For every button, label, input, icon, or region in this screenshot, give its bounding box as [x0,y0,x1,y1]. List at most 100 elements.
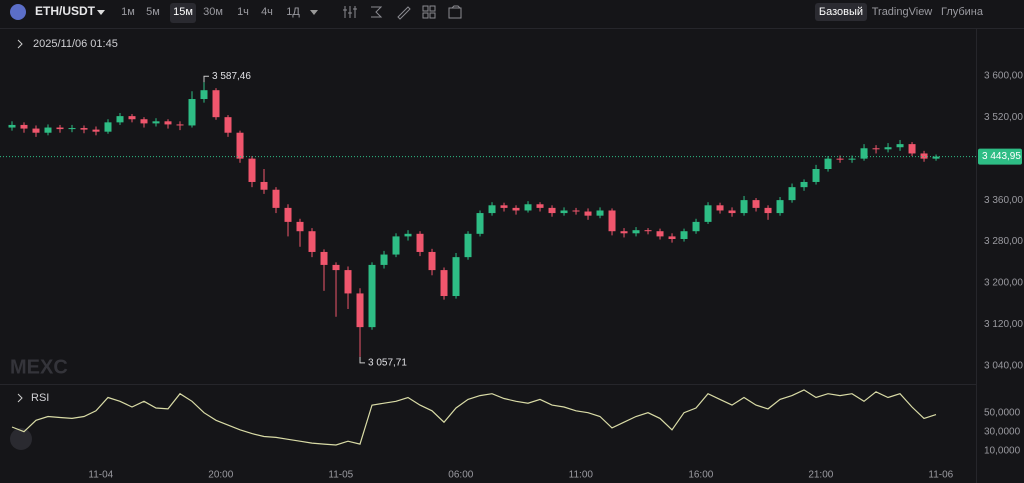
candle-body [572,210,580,212]
active-view-bg [815,3,867,21]
candle-body [272,189,280,208]
interval-button[interactable]: 1Д [286,6,300,18]
candle-body [548,207,556,214]
interval-button[interactable]: 15м [173,6,193,18]
candle-body [932,156,940,159]
time-tick-label: 11-05 [328,470,353,481]
draw-icon[interactable] [397,6,411,20]
coin-icon [10,4,26,20]
rsi-toggle[interactable] [17,393,23,403]
candle-body [452,257,460,297]
watermark: MEXC [10,356,68,378]
price-tick-label: 3 120,00 [984,319,1023,330]
candle-body [392,236,400,255]
candle-body [728,210,736,214]
indicator-name: RSI [31,392,49,404]
rsi-tick-label: 30,0000 [984,426,1021,437]
time-tick-label: 20:00 [208,470,233,481]
candle-body [776,200,784,214]
price-tick-label: 3 520,00 [984,112,1023,123]
candle-body [476,213,484,234]
candle-body [404,233,412,237]
candle-body [908,144,916,154]
price-tick-label: 3 040,00 [984,361,1023,372]
interval-button[interactable]: 1ч [237,6,249,18]
candle-body [368,264,376,328]
interval-button[interactable]: 30м [203,6,223,18]
active-interval-bg [170,3,196,23]
low-marker [359,356,366,364]
candle-body [344,270,352,294]
candle-body [644,230,652,232]
candle-body [416,233,424,252]
candle-body [524,204,532,211]
candle-body [260,181,268,190]
rsi-tick-label: 50,0000 [984,407,1021,418]
symbol-dropdown[interactable] [97,10,105,15]
candle-body [164,121,172,125]
candle-body [584,211,592,216]
candle-body [296,221,304,232]
low-label: 3 057,71 [368,357,407,368]
interval-button[interactable]: 5м [146,6,160,18]
price-tick-label: 3 360,00 [984,195,1023,206]
rsi-tick-label: 10,0000 [984,445,1021,456]
time-tick-label: 06:00 [448,470,473,481]
indicator-icon[interactable] [343,6,357,18]
legend-time: 2025/11/06 01:45 [33,38,118,50]
view-button[interactable]: TradingView [872,6,933,18]
time-tick-label: 21:00 [808,470,833,481]
rsi-line [11,389,937,446]
last-price-box [978,148,1022,165]
view-button[interactable]: Базовый [819,6,863,18]
candle-body [248,158,256,182]
candle-body [488,205,496,214]
candle-body [596,210,604,216]
candle-body [140,119,148,124]
interval-button[interactable]: 4ч [261,6,273,18]
time-tick-label: 16:00 [688,470,713,481]
snapshot-icon[interactable] [448,5,462,19]
candle-body [320,251,328,265]
candle-body [632,230,640,234]
candle-body [512,207,520,211]
candle-body [824,158,832,170]
candle-body [44,127,52,133]
candle-body [884,147,892,150]
price-tick-label: 3 600,00 [984,70,1023,81]
view-button[interactable]: Глубина [941,6,984,18]
candle-body [176,124,184,126]
candle-body [92,129,100,132]
candle-body [236,132,244,159]
candle-body [80,128,88,130]
candle-body [716,205,724,211]
symbol[interactable]: ETH/USDT [35,4,96,18]
fx-icon[interactable] [371,6,383,18]
candle-body [560,210,568,214]
last-price-label: 3 443,95 [982,151,1021,162]
legend-toggle[interactable] [17,39,23,49]
time-tick-label: 11-04 [88,470,113,481]
candle-body [128,116,136,120]
interval-button[interactable]: 1м [121,6,135,18]
price-tick-label: 3 280,00 [984,236,1023,247]
candle-body [608,210,616,232]
layout-icon[interactable] [422,5,436,19]
candle-body [56,127,64,130]
candle-body [692,221,700,232]
candle-body [704,205,712,222]
candle-body [224,117,232,133]
candle-body [500,205,508,208]
candle-body [152,121,160,124]
candle-body [68,128,76,130]
settings-button[interactable] [10,428,32,450]
interval-dropdown[interactable] [310,10,318,15]
candle-body [32,128,40,133]
candle-body [836,158,844,160]
candle-body [332,264,340,271]
time-tick-label: 11:00 [569,470,594,481]
candle-body [188,99,196,126]
candle-body [104,122,112,132]
candle-body [764,207,772,214]
candle-body [428,251,436,271]
